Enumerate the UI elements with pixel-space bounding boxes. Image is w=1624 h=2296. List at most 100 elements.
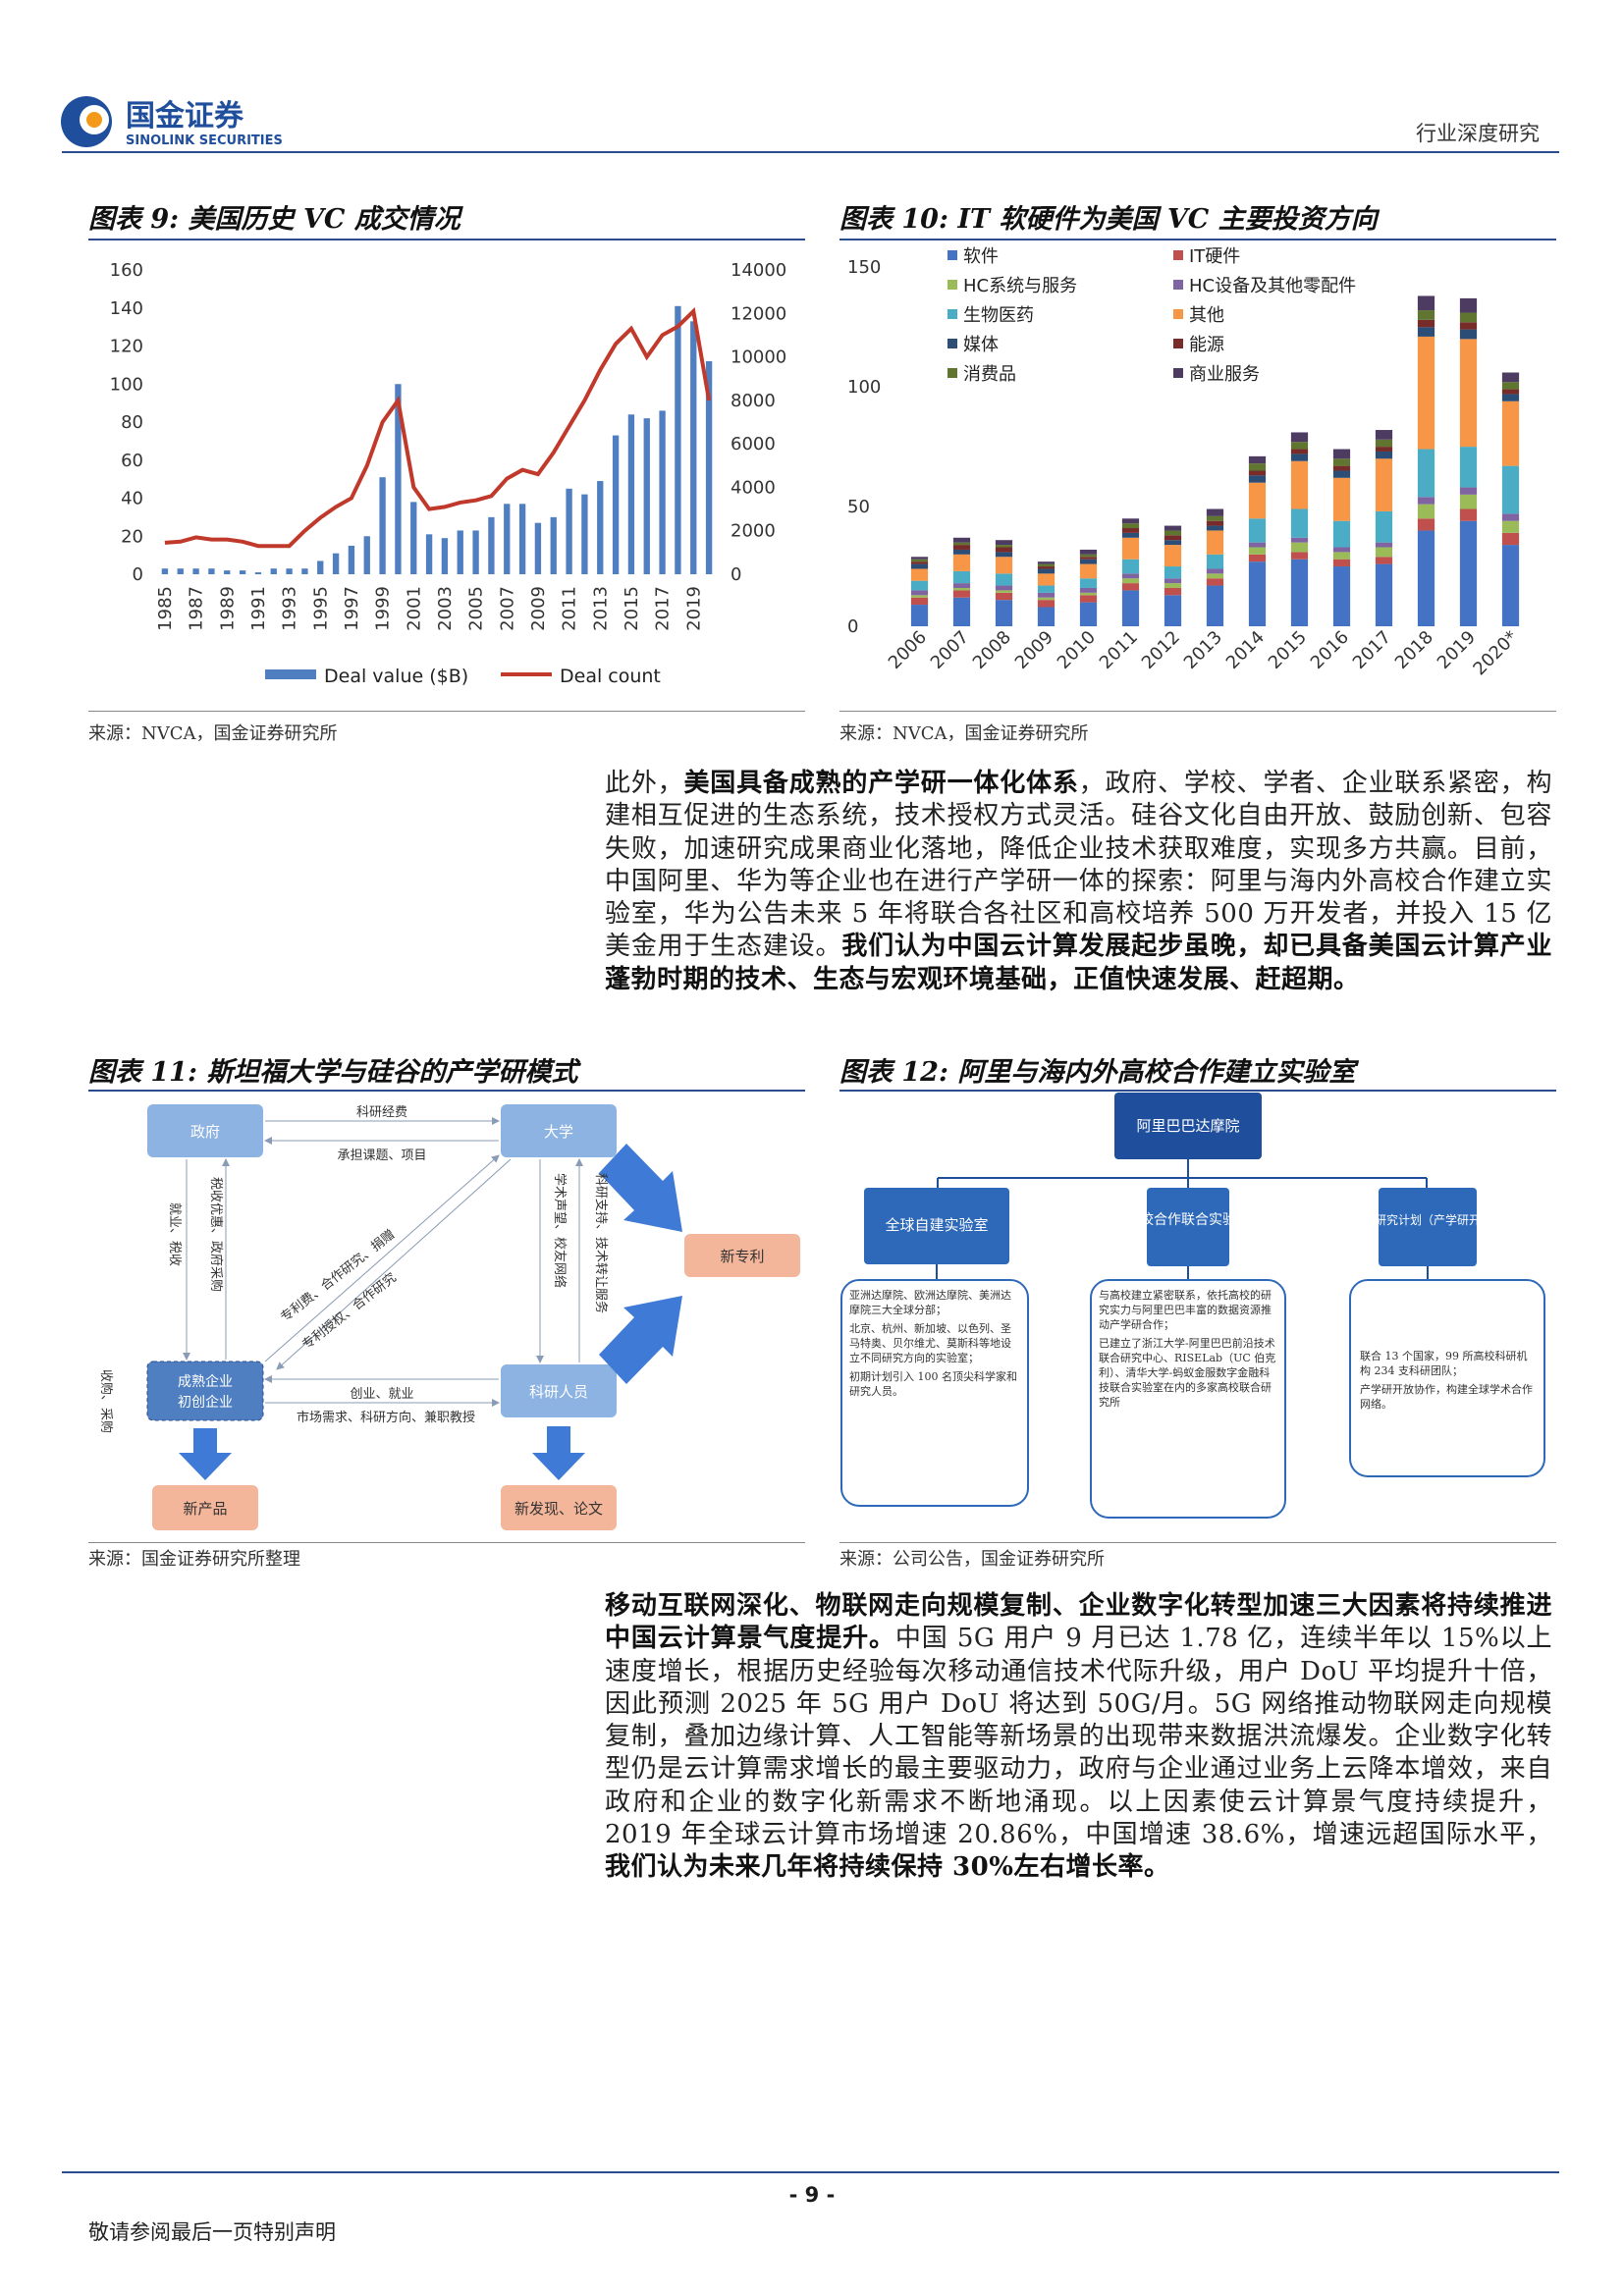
- fig10-chart: 1501005002006200720082009201020112012201…: [847, 246, 1522, 679]
- legend-swatch: [1173, 368, 1183, 378]
- stacked-bar-segment: [1037, 568, 1056, 574]
- stacked-bar-segment: [1332, 465, 1351, 471]
- fig9-title: 图表 9: 美国历史 VC 成交情况: [88, 204, 460, 235]
- deal-value-bar: [192, 568, 199, 574]
- para1-bold-a: 美国具备成熟的产学研一体化体系: [683, 769, 1079, 798]
- branch-1-item: 亚洲达摩院、欧洲达摩院、美洲达摩院三大全球分部；: [849, 1289, 1011, 1316]
- stacked-bar-segment: [1248, 547, 1267, 555]
- stacked-bar-segment: [1375, 451, 1393, 459]
- node-univ-label: 大学: [544, 1123, 573, 1141]
- x-tick-label: 2015: [622, 586, 642, 631]
- x-tick-label: 2013: [590, 586, 611, 631]
- legend-swatch: [1173, 309, 1183, 319]
- stacked-bar-segment: [995, 547, 1013, 553]
- org-branch-3: [1379, 1188, 1477, 1266]
- fig11-bottom-rule: [88, 1542, 805, 1543]
- org-detail-3: [1349, 1279, 1545, 1477]
- y-right-tick-label: 10000: [731, 347, 786, 368]
- stacked-bar-segment: [1164, 578, 1182, 584]
- arrow-to-patent-icon: [599, 1144, 682, 1232]
- deal-value-bar: [348, 545, 355, 574]
- body-paragraph-2: 移动互联网深化、物联网走向规模复制、企业数字化转型加速三大因素将持续推进中国云计…: [605, 1590, 1552, 1885]
- node-product: [152, 1485, 258, 1530]
- stacked-bar-segment: [1079, 602, 1098, 626]
- deal-value-bar: [363, 536, 370, 574]
- stacked-bar-segment: [1206, 585, 1224, 626]
- node-patent-label: 新专利: [720, 1248, 764, 1265]
- stacked-bar-segment: [1459, 329, 1478, 340]
- stacked-bar-segment: [1206, 578, 1224, 586]
- stacked-bar-segment: [1459, 520, 1478, 626]
- logo-en: SINOLINK SECURITIES: [126, 133, 283, 148]
- stacked-bar-segment: [1459, 487, 1478, 495]
- para2-bold-b: 我们认为未来几年将持续保持 30%左右增长率。: [605, 1852, 1170, 1883]
- x-tick-label: 2007: [497, 586, 517, 631]
- stacked-bar-segment: [1375, 510, 1393, 543]
- x-tick-label: 1987: [187, 586, 207, 631]
- node-firm1-label: 成熟企业: [178, 1373, 233, 1390]
- fig10-title-rule: [839, 239, 1556, 240]
- stacked-bar-segment: [1037, 592, 1056, 598]
- deal-value-bar: [643, 418, 650, 574]
- stacked-bar-segment: [1290, 542, 1309, 553]
- branch-3-item: 产学研开放协作，构建全球学术合作网络。: [1360, 1383, 1533, 1411]
- label-acq: 收购、采购: [98, 1369, 114, 1433]
- y-right-tick-label: 12000: [731, 303, 786, 324]
- fig12-title: 图表 12: 阿里与海内外高校合作建立实验室: [839, 1057, 1356, 1088]
- stacked-bar-segment: [1079, 587, 1098, 593]
- x-tick-label: 1993: [280, 586, 300, 631]
- stacked-bar-segment: [1164, 525, 1182, 531]
- y-tick-label: 0: [847, 616, 858, 637]
- deal-value-bar: [332, 553, 340, 574]
- stacked-bar-segment: [1037, 573, 1056, 586]
- node-patent: [684, 1234, 800, 1277]
- x-tick-label: 2001: [404, 586, 424, 631]
- y-left-tick-label: 80: [121, 412, 143, 433]
- stacked-bar-segment: [1417, 295, 1435, 311]
- branch-2-item: 已建立了浙江大学-阿里巴巴前沿技术联合研究中心、RISELab（UC 伯克利）、…: [1099, 1337, 1276, 1409]
- org-top: [1114, 1093, 1262, 1159]
- stacked-bar-segment: [1375, 557, 1393, 564]
- stacked-bar-segment: [995, 585, 1013, 591]
- legend-swatch: [1173, 250, 1183, 260]
- fig9-chart: 1601401201008060402001400012000100008000…: [110, 260, 787, 687]
- stacked-bar-segment: [1501, 545, 1520, 626]
- stacked-bar-segment: [1417, 497, 1435, 505]
- legend-label: 能源: [1189, 335, 1224, 355]
- stacked-bar-segment: [1164, 583, 1182, 588]
- stacked-bar-segment: [952, 583, 971, 588]
- stacked-bar-segment: [1332, 559, 1351, 567]
- label-projects: 承担课题、项目: [337, 1148, 426, 1163]
- stacked-bar-segment: [1248, 463, 1267, 471]
- x-tick-label: 2014: [1222, 627, 1269, 673]
- stacked-bar-segment: [1079, 563, 1098, 579]
- y-left-tick-label: 40: [121, 489, 143, 509]
- deal-value-bar: [317, 561, 324, 574]
- stacked-bar-segment: [1332, 458, 1351, 466]
- deal-value-bar: [550, 516, 557, 574]
- branch-1-item: 北京、杭州、新加坡、以色列、圣马特奥、贝尔维尤、莫斯科等地设立不同研究方向的实验…: [849, 1322, 1011, 1364]
- deal-count-line: [164, 307, 712, 549]
- y-left-tick-label: 100: [110, 374, 143, 395]
- disclaimer-note: 敬请参阅最后一页特别声明: [88, 2220, 336, 2244]
- stacked-bar-segment: [1248, 561, 1267, 626]
- fig11-source: 来源：国金证券研究所整理: [88, 1549, 300, 1570]
- stacked-bar-segment: [1121, 573, 1140, 579]
- node-firm2-label: 初创企业: [178, 1394, 233, 1411]
- stacked-bar-segment: [1501, 372, 1520, 383]
- x-tick-label: 1989: [217, 586, 238, 631]
- node-discovery: [501, 1485, 617, 1530]
- stacked-bar-segment: [952, 587, 971, 591]
- y-left-tick-label: 20: [121, 526, 143, 547]
- branch-2-item: 与高校建立紧密联系，依托高校的研究实力与阿里巴巴丰富的数据资源推动产学研合作；: [1099, 1289, 1272, 1331]
- x-tick-label: 2008: [969, 627, 1015, 673]
- stacked-bar-segment: [1501, 389, 1520, 395]
- node-product-label: 新产品: [183, 1500, 227, 1518]
- stacked-bar-segment: [1164, 540, 1182, 546]
- node-univ: [501, 1104, 617, 1157]
- y-left-tick-label: 120: [110, 337, 143, 357]
- x-tick-label: 2019: [683, 586, 704, 631]
- node-gov-label: 政府: [190, 1123, 220, 1141]
- stacked-bar-segment: [1121, 559, 1140, 574]
- deal-value-bar: [627, 414, 635, 574]
